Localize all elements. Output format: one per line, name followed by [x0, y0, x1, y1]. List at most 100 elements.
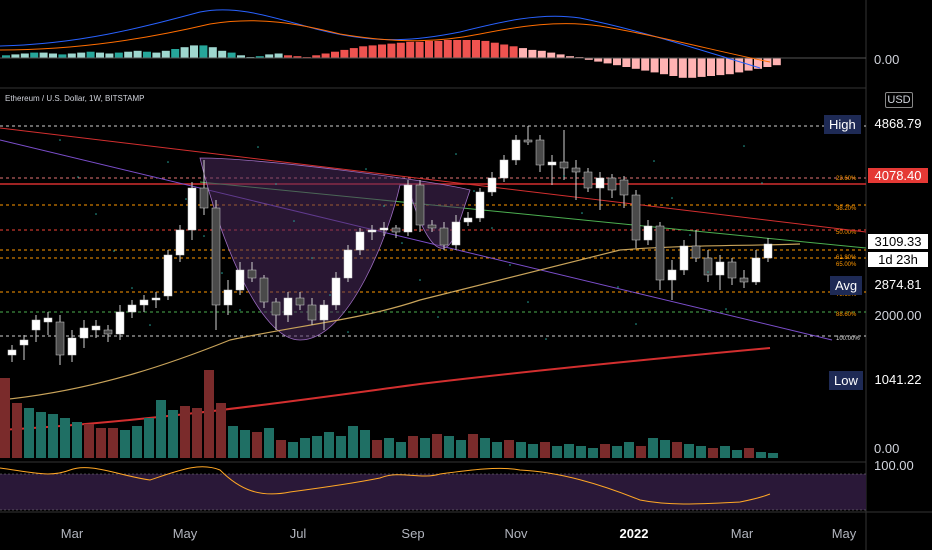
volume-bar — [432, 434, 442, 458]
volume-bar — [60, 418, 70, 458]
candle-body — [295, 297, 305, 306]
indicator-dot — [401, 242, 403, 244]
volume-bar — [288, 442, 298, 458]
volume-bar — [564, 444, 574, 458]
macd-bar — [396, 42, 405, 58]
volume-bar — [504, 440, 514, 458]
macd-bar — [255, 56, 264, 58]
macd-bar — [425, 40, 433, 58]
macd-bar — [86, 51, 95, 58]
macd-bar — [716, 58, 725, 76]
macd-bar — [143, 51, 151, 58]
candle-body — [535, 139, 545, 166]
high-value: 4868.79 — [874, 116, 922, 131]
indicator-dot — [419, 279, 421, 281]
macd-bar — [678, 58, 687, 78]
macd-bar — [509, 46, 518, 58]
macd-bar — [67, 53, 76, 58]
candle-body — [343, 249, 353, 279]
volume-bar — [348, 426, 358, 458]
macd-bar — [688, 58, 697, 78]
candle-body — [583, 171, 593, 189]
indicator-dot — [293, 220, 295, 222]
candle-body — [727, 261, 737, 279]
macd-bar — [284, 55, 292, 58]
macd-bar — [312, 55, 321, 58]
candle-body — [55, 321, 65, 356]
indicator-dot — [581, 212, 583, 214]
macd-bar — [77, 52, 86, 58]
macd-bar — [472, 40, 480, 58]
volume-bar — [720, 446, 730, 458]
candle-body — [43, 317, 53, 323]
fib-label: 38.20% — [836, 206, 857, 212]
indicator-dot — [347, 331, 349, 333]
high-label: High — [824, 115, 861, 134]
volume-bar — [252, 432, 262, 458]
currency-badge[interactable]: USD — [885, 92, 913, 108]
macd-bar — [537, 50, 546, 58]
volume-bar — [324, 432, 334, 458]
candle-body — [571, 167, 581, 173]
macd-bar — [199, 45, 208, 58]
indicator-dot — [455, 153, 457, 155]
candle-body — [187, 187, 197, 231]
volume-bar — [576, 446, 586, 458]
volume-bar — [204, 370, 214, 458]
trendline-purple — [0, 139, 833, 341]
candle-body — [739, 277, 749, 283]
volume-bar — [480, 438, 490, 458]
volume-bar — [600, 444, 610, 458]
indicator-dot — [761, 182, 763, 184]
macd-bar — [208, 47, 217, 58]
volume-bar — [156, 400, 166, 458]
macd-bar — [96, 52, 104, 58]
volume-bar — [648, 438, 658, 458]
current-price: 3109.33 — [868, 234, 928, 249]
indicator-dot — [527, 301, 529, 303]
macd-bar — [566, 56, 574, 58]
low-label: Low — [829, 371, 863, 390]
candle-body — [643, 225, 653, 241]
candle-body — [355, 231, 365, 251]
candle-body — [751, 257, 761, 283]
candle-body — [403, 184, 413, 233]
macd-bar — [180, 47, 189, 58]
candle-body — [127, 304, 137, 313]
candle-body — [139, 299, 149, 306]
x-tick-label: 2022 — [620, 526, 649, 541]
volume-bar — [0, 378, 10, 458]
macd-bar — [660, 58, 668, 75]
macd-bar — [669, 58, 678, 76]
macd-bar — [519, 48, 527, 58]
candle-body — [547, 161, 557, 166]
candle-body — [211, 207, 221, 306]
volume-bar — [528, 444, 538, 458]
volume-bar — [336, 436, 346, 458]
macd-bar — [434, 40, 443, 58]
volume-bar — [612, 446, 622, 458]
macd-bar — [406, 41, 415, 58]
candle-body — [499, 159, 509, 179]
indicator-dot — [617, 286, 619, 288]
candle-body — [487, 177, 497, 193]
indicator-dot — [743, 145, 745, 147]
candle-body — [151, 297, 161, 301]
indicator-dot — [707, 271, 709, 273]
chart-title: Ethereum / U.S. Dollar, 1W, BITSTAMP — [5, 94, 145, 103]
volume-bar — [84, 424, 94, 458]
cup-handle-pattern — [199, 157, 471, 341]
volume-bar — [48, 414, 58, 458]
macd-bar — [650, 58, 659, 73]
candle-body — [307, 304, 317, 321]
macd-bar — [613, 58, 621, 66]
macd-bar — [237, 55, 245, 58]
candle-body — [91, 325, 101, 331]
macd-bar — [124, 51, 133, 58]
macd-bar — [584, 58, 593, 60]
candle-body — [67, 337, 77, 356]
macd-bar — [321, 53, 330, 58]
volume-bar — [276, 440, 286, 458]
macd-bar — [274, 53, 283, 58]
